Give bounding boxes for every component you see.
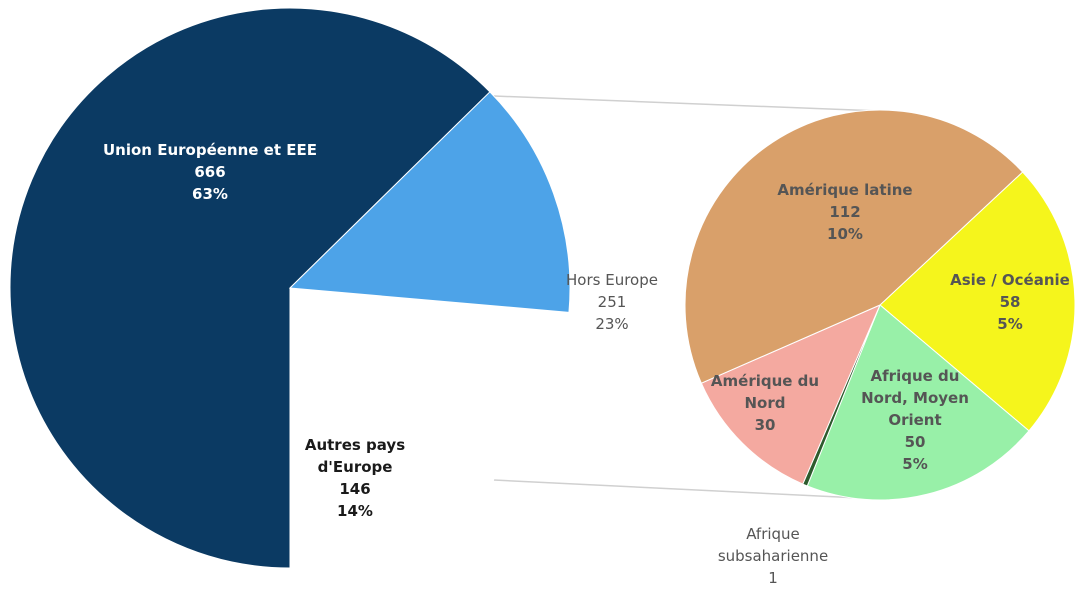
slice-name: Asie / Océanie xyxy=(950,271,1070,289)
slice-label: Asie / Océanie 58 5% xyxy=(940,269,1080,335)
slice-name: Autres pays d'Europe xyxy=(304,436,406,476)
slice-name: Amérique du Nord xyxy=(710,372,820,412)
slice-percent: 5% xyxy=(902,455,928,473)
slice-percent: 23% xyxy=(595,315,629,333)
pie-slice xyxy=(879,171,1076,432)
connector xyxy=(493,479,881,500)
slice-value: 58 xyxy=(999,293,1021,311)
slice-percent: 14% xyxy=(337,502,373,520)
slice-name: Afrique subsaharienne xyxy=(717,525,829,565)
slice-name: Hors Europe xyxy=(566,271,658,289)
pie-slice xyxy=(806,304,1030,501)
slice-label: Amérique du Nord 30 xyxy=(708,370,823,436)
slice-percent: 5% xyxy=(997,315,1023,333)
slice-name: Amérique latine xyxy=(777,181,913,199)
slice-label: Hors Europe 251 23% xyxy=(537,269,687,335)
slice-percent: 63% xyxy=(192,185,228,203)
pie-slice xyxy=(9,7,491,569)
slice-value: 112 xyxy=(829,203,861,221)
slice-label: Afrique subsaharienne 1 xyxy=(703,523,843,589)
slice-value: 251 xyxy=(597,293,627,311)
slice-name: Afrique du Nord, Moyen Orient xyxy=(861,367,969,429)
slice-percent: 10% xyxy=(827,225,863,243)
slice-label: Afrique du Nord, Moyen Orient 50 5% xyxy=(850,365,980,475)
slice-name: Union Européenne et EEE xyxy=(103,141,317,159)
slice-value: 50 xyxy=(904,433,926,451)
slice-value: 1 xyxy=(768,569,778,587)
pie-slice xyxy=(700,304,881,485)
connector xyxy=(493,95,881,112)
pie-slice xyxy=(684,109,1024,384)
slice-value: 666 xyxy=(194,163,226,181)
slice-value: 146 xyxy=(339,480,371,498)
pie-slice xyxy=(288,91,571,313)
slice-label: Amérique latine 112 10% xyxy=(745,179,945,245)
slice-label: Autres pays d'Europe 146 14% xyxy=(295,434,415,522)
slice-label: Union Européenne et EEE 666 63% xyxy=(80,139,340,205)
pie-slice xyxy=(290,288,569,568)
slice-value: 30 xyxy=(754,416,776,434)
